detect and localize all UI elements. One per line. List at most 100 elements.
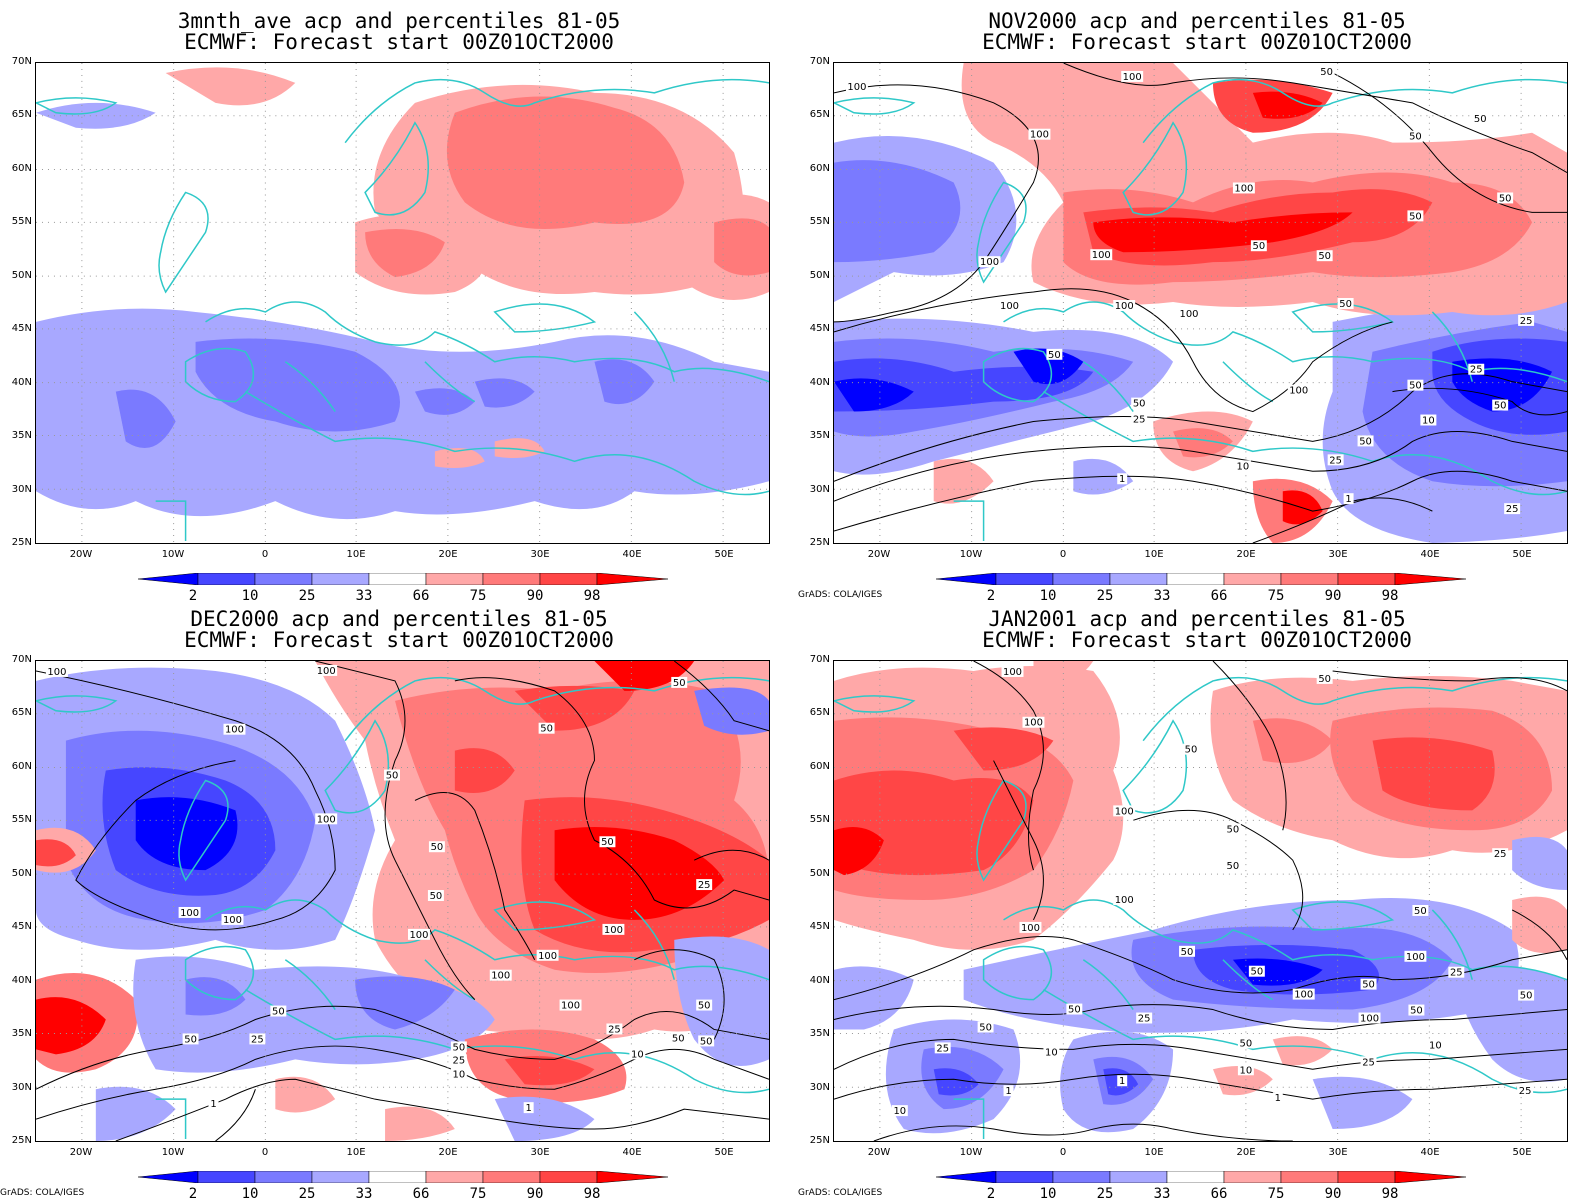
colorbar-label: 90 — [526, 588, 544, 604]
contour-label: 50 — [184, 1034, 197, 1045]
lon-label: 40E — [622, 549, 642, 560]
contour-label: 100 — [1024, 718, 1043, 729]
colorbar-label: 66 — [412, 1186, 430, 1202]
contour-label: 100 — [1123, 72, 1142, 83]
contour-label: 100 — [1360, 1014, 1379, 1025]
contour-label: 10 — [1429, 1040, 1442, 1051]
contour-label: 50 — [431, 842, 444, 853]
grid-lines — [36, 63, 769, 543]
contour-label: 50 — [540, 724, 553, 735]
colorbar-label: 66 — [412, 588, 430, 604]
contour-label: 50 — [1240, 1038, 1253, 1049]
contour-label: 50 — [1474, 114, 1487, 125]
contour-label: 100 — [1030, 130, 1049, 141]
contour-label: 50 — [1251, 967, 1264, 978]
colorbar-label: 25 — [298, 1186, 316, 1202]
contour-label: 50 — [1048, 350, 1061, 361]
contour-label: 50 — [1414, 906, 1427, 917]
panel-jan2001: JAN2001 acp and percentiles 81-05 ECMWF:… — [798, 598, 1596, 1202]
lon-label: 20W — [69, 549, 93, 560]
contour-label: 50 — [700, 1036, 713, 1047]
contour-label: 1 — [1275, 1093, 1281, 1104]
contour-label: 50 — [1409, 381, 1422, 392]
lon-label: 20E — [438, 1147, 458, 1158]
contour-label: 50 — [386, 771, 399, 782]
contour-label: 25 — [1362, 1057, 1375, 1068]
lon-label: 30E — [530, 1147, 550, 1158]
contour-label: 25 — [1450, 968, 1463, 979]
lat-label: 55N — [11, 216, 32, 227]
lat-label: 60N — [11, 761, 32, 772]
contour-label: 100 — [1115, 806, 1134, 817]
colorbar-label: 75 — [1267, 1186, 1285, 1202]
contour-label: 100 — [317, 814, 336, 825]
lon-label: 50E — [714, 549, 734, 560]
contour-label: 100 — [180, 908, 199, 919]
lon-label: 0 — [261, 1147, 269, 1158]
colorbar — [936, 1171, 1466, 1183]
lon-label: 50E — [714, 1147, 734, 1158]
contour-label: 100 — [1289, 386, 1308, 397]
lat-label: 55N — [809, 216, 830, 227]
colorbar-label: 75 — [1267, 588, 1285, 604]
lon-label: 30E — [1328, 549, 1348, 560]
panel-title: JAN2001 acp and percentiles 81-05 — [988, 607, 1406, 631]
grid-lines — [834, 661, 1567, 1141]
colorbar-label: 98 — [583, 588, 601, 604]
contour-label: 50 — [1185, 745, 1198, 756]
colorbar-label: 98 — [1381, 1186, 1399, 1202]
colorbar-label: 66 — [1210, 588, 1228, 604]
lat-label: 55N — [809, 814, 830, 825]
lat-label: 45N — [11, 323, 32, 334]
lat-label: 25N — [11, 1135, 32, 1146]
colorbar-label: 33 — [355, 1186, 373, 1202]
contour-label: 25 — [936, 1043, 949, 1054]
lat-label: 65N — [809, 109, 830, 120]
contour-label: 10 — [1422, 416, 1435, 427]
contour-label: 25 — [1329, 455, 1342, 466]
lon-label: 10E — [1144, 549, 1164, 560]
contour-label: 10 — [1240, 1065, 1253, 1076]
lat-label: 35N — [11, 430, 32, 441]
lon-label: 0 — [1059, 1147, 1067, 1158]
contour-label: 100 — [491, 971, 510, 982]
lat-label: 65N — [11, 707, 32, 718]
grid-lines — [834, 63, 1567, 543]
colorbar-label: 2 — [986, 588, 996, 604]
contour-label: 50 — [1253, 241, 1266, 252]
lat-label: 35N — [11, 1028, 32, 1039]
panel-subtitle: ECMWF: Forecast start 00Z01OCT2000 — [982, 30, 1412, 54]
contour-label: 50 — [272, 1007, 285, 1018]
contour-label: 100 — [604, 925, 623, 936]
lon-label: 10W — [959, 549, 983, 560]
lon-label: 40E — [1420, 549, 1440, 560]
lon-label: 10W — [161, 1147, 185, 1158]
lat-label: 50N — [809, 868, 830, 879]
lat-label: 25N — [11, 537, 32, 548]
contour-label: 100 — [1115, 895, 1134, 906]
contour-label: 50 — [1068, 1005, 1081, 1016]
lat-label: 40N — [11, 377, 32, 388]
contour-label: 100 — [1406, 952, 1425, 963]
contour-label: 50 — [1362, 980, 1375, 991]
lat-label: 50N — [11, 868, 32, 879]
colorbar-label: 66 — [1210, 1186, 1228, 1202]
contour-label: 100 — [538, 951, 557, 962]
contour-label: 1 — [1005, 1086, 1011, 1097]
lon-label: 10E — [346, 549, 366, 560]
contour-label: 25 — [1519, 1086, 1532, 1097]
map-area: 100 100 100 50 50 50 100 50 50 25 50 100… — [35, 660, 770, 1142]
contour-label: 50 — [453, 1042, 466, 1053]
contour-label: 10 — [453, 1069, 466, 1080]
lon-label: 20W — [69, 1147, 93, 1158]
colorbar-label: 90 — [1324, 588, 1342, 604]
colorbar — [138, 573, 668, 585]
contour-label: 50 — [430, 891, 443, 902]
lat-label: 25N — [809, 1135, 830, 1146]
contour-label: 1 — [1119, 474, 1125, 485]
lat-label: 30N — [809, 1082, 830, 1093]
lon-label: 20W — [867, 549, 891, 560]
colorbar — [936, 573, 1466, 585]
lat-label: 30N — [809, 484, 830, 495]
colorbar-label: 10 — [1039, 588, 1057, 604]
